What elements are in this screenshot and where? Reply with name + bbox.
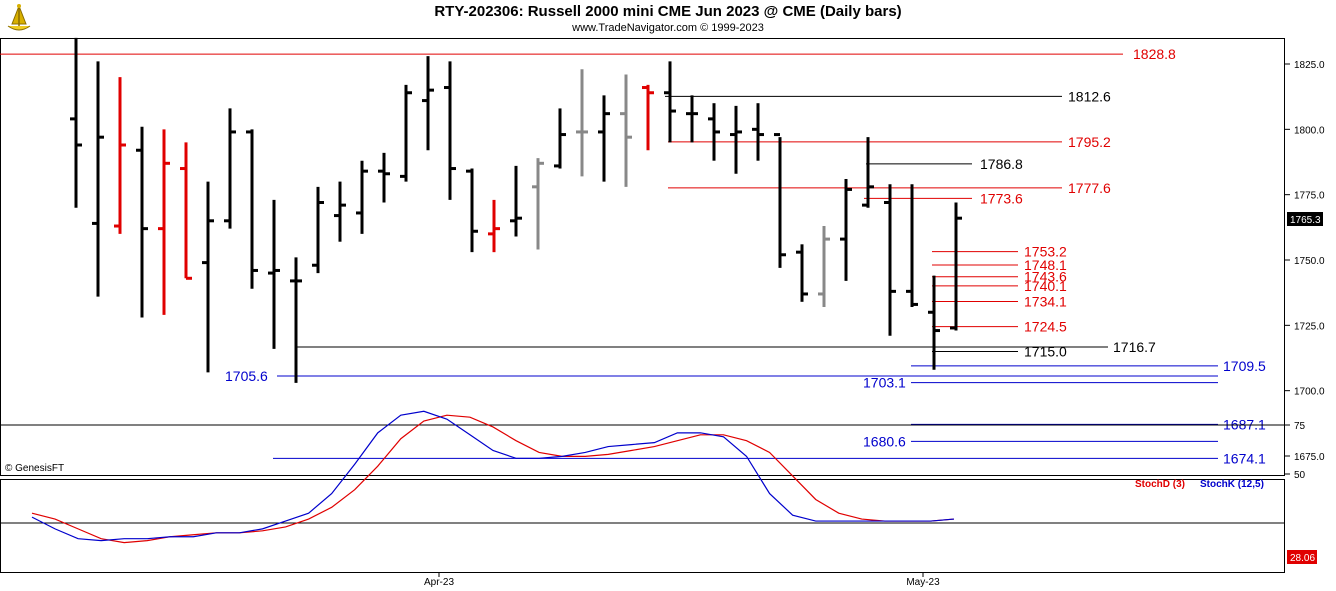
level-label-15: 1705.6 [225, 368, 268, 384]
copyright-label: © GenesisFT [5, 463, 64, 474]
price-tick-label-3: 1750.0 [1294, 256, 1325, 267]
level-label-14: 1709.5 [1223, 358, 1266, 374]
level-label-18: 1680.6 [863, 433, 906, 449]
level-label-1: 1812.6 [1068, 88, 1111, 104]
price-tick-label-2: 1775.0 [1294, 191, 1325, 202]
legend-stoch-k: StochK (12,5) [1200, 479, 1264, 490]
x-tick-label-1: May-23 [906, 577, 940, 588]
level-label-16: 1703.1 [863, 375, 906, 391]
price-tick-label-1: 1800.0 [1294, 125, 1325, 136]
level-label-5: 1773.6 [980, 190, 1023, 206]
last-price-badge: 1765.3 [1290, 215, 1321, 226]
level-label-2: 1795.2 [1068, 134, 1111, 150]
price-tick-label-0: 1825.0 [1294, 60, 1325, 71]
x-tick-label-0: Apr-23 [424, 577, 454, 588]
stoch-panel-border [0, 479, 1285, 573]
chart-subtitle: www.TradeNavigator.com © 1999-2023 [572, 22, 764, 34]
stoch-series-1 [31, 410, 955, 542]
price-tick-label-5: 1700.0 [1294, 387, 1325, 398]
level-label-7: 1748.1 [1024, 257, 1067, 273]
level-label-0: 1828.8 [1133, 46, 1176, 62]
stoch-tick-label-0: 75 [1294, 421, 1306, 432]
level-label-11: 1724.5 [1024, 319, 1067, 335]
level-label-10: 1734.1 [1024, 294, 1067, 310]
level-label-17: 1687.1 [1223, 416, 1266, 432]
last-stoch-badge: 28.06 [1290, 553, 1315, 564]
x-axis: Apr-23 May-23 [424, 572, 940, 588]
level-label-3: 1786.8 [980, 156, 1023, 172]
last-price-badge-bg [1287, 212, 1323, 226]
level-label-4: 1777.6 [1068, 180, 1111, 196]
level-label-13: 1715.0 [1024, 343, 1067, 359]
last-stoch-badge-bg [1287, 550, 1317, 564]
price-bars [70, 37, 962, 383]
price-tick-label-6: 1675.0 [1294, 452, 1325, 463]
price-y-axis: 1825.0 1800.0 1775.0 1750.0 1725.0 1700.0 1675… [1284, 60, 1325, 463]
level-label-6: 1753.2 [1024, 244, 1067, 260]
level-label-12: 1716.7 [1113, 339, 1156, 355]
stoch-tick-label-1: 50 [1294, 470, 1306, 481]
price-tick-label-4: 1725.0 [1294, 321, 1325, 332]
level-label-19: 1674.1 [1223, 450, 1266, 466]
level-label-9: 1740.1 [1024, 278, 1067, 294]
stoch-panel: 75 50 [1, 410, 1306, 544]
level-lines: 1828.8 1812.6 1795.2 1786.8 1777.6 1773.6 1753… [0, 46, 1266, 466]
level-label-8: 1743.6 [1024, 269, 1067, 285]
chart-header: RTY-202306: Russell 2000 mini CME Jun 20… [0, 0, 1336, 38]
price-panel-border [0, 38, 1285, 476]
legend-stoch-d: StochD (3) [1135, 479, 1185, 490]
chart-title: RTY-202306: Russell 2000 mini CME Jun 20… [434, 3, 902, 20]
stoch-series-0 [31, 414, 955, 544]
genesis-logo-icon [2, 2, 36, 36]
